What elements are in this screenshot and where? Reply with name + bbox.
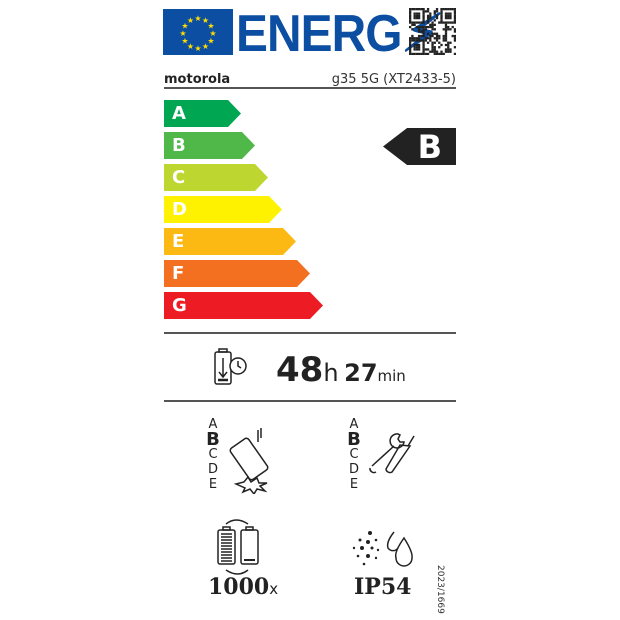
- energy-bar-a: A: [164, 100, 241, 127]
- scale-class: C: [208, 447, 218, 462]
- svg-text:★: ★: [181, 22, 188, 31]
- scale-class: E: [349, 477, 359, 492]
- battery-cycles-icon: [217, 519, 259, 575]
- divider: [164, 87, 456, 89]
- svg-text:★: ★: [187, 42, 194, 51]
- scale-class: A: [349, 417, 359, 432]
- model-name: g35 5G (XT2433-5): [331, 72, 456, 87]
- eu-flag: ★ ★ ★ ★ ★ ★ ★ ★ ★ ★ ★ ★: [163, 9, 233, 55]
- energy-logo: ENERG⚡︎: [236, 5, 435, 63]
- energy-bar-letter: A: [172, 103, 186, 124]
- svg-text:★: ★: [194, 44, 201, 53]
- qr-code-icon[interactable]: [409, 8, 456, 55]
- brand-name: motorola: [164, 72, 231, 87]
- energy-class-indicator: B: [383, 128, 456, 165]
- divider: [164, 332, 456, 334]
- energy-bar-letter: B: [172, 135, 186, 156]
- divider: [164, 400, 456, 402]
- svg-text:★: ★: [207, 37, 214, 46]
- battery-endurance-icon: [214, 348, 247, 385]
- svg-text:★: ★: [202, 16, 209, 25]
- repair-tools-icon: [369, 433, 415, 474]
- energy-bar-b: B: [164, 132, 255, 159]
- svg-text:★: ★: [181, 37, 188, 46]
- svg-text:★: ★: [187, 16, 194, 25]
- scale-class: D: [207, 462, 218, 477]
- energy-bar-d: D: [164, 196, 282, 223]
- energy-bar-letter: E: [172, 231, 185, 252]
- energy-bar-letter: C: [172, 167, 186, 188]
- scale-class: A: [208, 417, 218, 432]
- svg-text:★: ★: [209, 29, 216, 38]
- energy-bar-c: C: [164, 164, 268, 191]
- svg-text:★: ★: [207, 22, 214, 31]
- energy-bar-f: F: [164, 260, 310, 287]
- battery-endurance: 48h 27min: [276, 350, 406, 390]
- regulation-number: 2023/1669: [435, 565, 445, 614]
- dust-water-icon: [352, 531, 413, 567]
- scale-class: C: [349, 447, 359, 462]
- phone-drop-icon: [229, 428, 269, 494]
- energy-bar-e: E: [164, 228, 296, 255]
- energy-bar-letter: D: [172, 199, 187, 220]
- scale-class: B: [206, 429, 220, 450]
- svg-text:★: ★: [194, 14, 201, 23]
- svg-text:★: ★: [179, 29, 186, 38]
- energy-bar-letter: G: [172, 295, 187, 316]
- ip-rating: IP54: [354, 574, 412, 600]
- scale-class: D: [348, 462, 359, 477]
- energy-bar-letter: F: [172, 263, 185, 284]
- scale-class: E: [208, 477, 218, 492]
- svg-text:★: ★: [202, 42, 209, 51]
- scale-class: B: [347, 429, 361, 450]
- battery-cycles: 1000x: [208, 574, 279, 600]
- eu-stars-icon: ★ ★★★★★★★★★★★: [179, 14, 216, 53]
- energy-bar-g: G: [164, 292, 323, 319]
